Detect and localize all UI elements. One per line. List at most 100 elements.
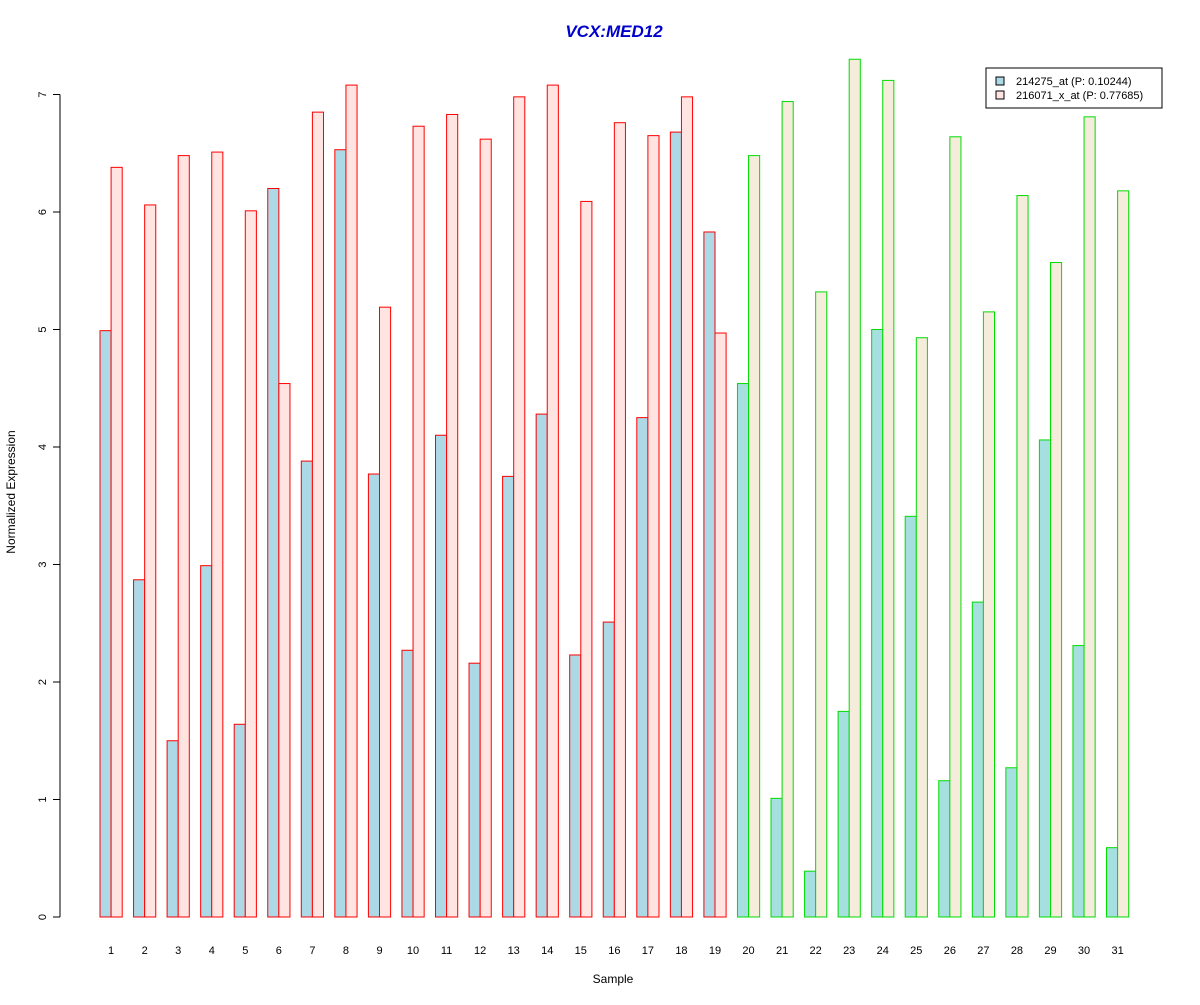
y-tick-label: 4 — [37, 444, 49, 450]
x-tick-label: 1 — [108, 945, 114, 957]
x-tick-label: 9 — [376, 945, 382, 957]
bar-sample-20-series-1 — [736, 383, 750, 918]
legend-box — [985, 67, 1163, 109]
x-tick-label: 21 — [776, 945, 788, 957]
bar-sample-26-series-2 — [949, 136, 962, 918]
bar-sample-17-series-2 — [647, 135, 660, 918]
bar-sample-27-series-2 — [982, 311, 996, 918]
bar-sample-21-series-1 — [770, 797, 783, 918]
bar-sample-23-series-2 — [848, 58, 861, 918]
bar-sample-4-series-1 — [200, 565, 213, 918]
bar-sample-17-series-1 — [636, 417, 649, 918]
x-tick-label: 3 — [175, 945, 181, 957]
bar-sample-30-series-2 — [1083, 116, 1096, 918]
bar-sample-8-series-1 — [334, 149, 347, 918]
bar-sample-19-series-2 — [714, 332, 727, 918]
x-tick-label: 18 — [675, 945, 687, 957]
bar-sample-15-series-1 — [569, 654, 582, 918]
bar-sample-31-series-1 — [1106, 847, 1119, 918]
bar-sample-4-series-2 — [211, 151, 224, 918]
bar-sample-7-series-1 — [300, 460, 313, 918]
bar-sample-6-series-1 — [267, 188, 280, 918]
bar-sample-3-series-2 — [177, 155, 190, 918]
x-tick-label: 19 — [709, 945, 721, 957]
x-tick-label: 27 — [977, 945, 989, 957]
bar-sample-22-series-2 — [815, 291, 828, 918]
bar-sample-18-series-1 — [669, 131, 682, 918]
bar-sample-19-series-1 — [703, 231, 716, 918]
bar-sample-10-series-2 — [412, 125, 425, 918]
x-tick-label: 10 — [407, 945, 419, 957]
bar-sample-26-series-1 — [938, 780, 951, 918]
bar-sample-16-series-2 — [613, 122, 626, 918]
x-tick-label: 22 — [810, 945, 822, 957]
bar-sample-30-series-1 — [1072, 645, 1085, 918]
y-tick-label: 2 — [37, 679, 49, 685]
x-tick-label: 30 — [1078, 945, 1090, 957]
bar-sample-18-series-2 — [680, 96, 694, 918]
bar-sample-25-series-1 — [904, 515, 917, 918]
legend-swatch-1 — [995, 76, 1005, 86]
x-tick-label: 5 — [242, 945, 248, 957]
y-tick-label: 0 — [37, 914, 49, 920]
bar-sample-22-series-1 — [804, 870, 817, 918]
bar-sample-28-series-1 — [1005, 767, 1018, 918]
bar-sample-29-series-2 — [1050, 262, 1063, 918]
x-tick-label: 11 — [441, 945, 452, 957]
bar-sample-20-series-2 — [748, 155, 761, 918]
legend-label-2: 216071_x_at (P: 0.77685) — [1016, 90, 1143, 102]
y-axis: 0 1 2 3 4 5 6 7 — [37, 91, 61, 920]
bar-sample-21-series-2 — [781, 101, 794, 918]
bar-sample-10-series-1 — [401, 649, 414, 918]
bar-sample-8-series-2 — [345, 84, 358, 918]
bar-sample-9-series-1 — [367, 473, 380, 918]
y-axis-title: Normalized Expression — [4, 430, 18, 553]
bar-sample-16-series-1 — [602, 621, 615, 918]
x-tick-label: 6 — [276, 945, 282, 957]
legend-swatch-2 — [995, 90, 1005, 100]
y-tick-label: 3 — [37, 561, 49, 567]
bar-sample-12-series-2 — [479, 138, 492, 918]
bar-sample-5-series-1 — [233, 723, 246, 918]
y-tick-label: 7 — [37, 91, 49, 97]
x-tick-label: 12 — [474, 945, 486, 957]
x-axis-title: Sample — [593, 972, 634, 986]
bar-sample-6-series-2 — [278, 383, 291, 918]
bars — [99, 58, 1130, 918]
x-tick-label: 28 — [1011, 945, 1023, 957]
bar-sample-1-series-2 — [110, 166, 123, 918]
x-tick-label: 8 — [343, 945, 349, 957]
x-tick-label: 2 — [142, 945, 148, 957]
y-tick-label: 1 — [37, 796, 49, 802]
bar-sample-7-series-2 — [311, 111, 324, 918]
x-tick-label: 31 — [1111, 945, 1123, 957]
x-tick-label: 4 — [209, 945, 215, 957]
x-tick-labels: 1 2 3 4 5 6 7 8 9 10 11 12 13 14 15 16 17 18 19 20 21 22 23 24 2… — [108, 945, 1124, 957]
bar-sample-31-series-2 — [1117, 190, 1130, 918]
bar-sample-29-series-1 — [1038, 439, 1052, 918]
x-tick-label: 17 — [642, 945, 654, 957]
bar-sample-3-series-1 — [166, 740, 179, 918]
bar-sample-28-series-2 — [1016, 195, 1029, 918]
bar-sample-1-series-1 — [99, 330, 112, 918]
x-tick-label: 15 — [575, 945, 587, 957]
x-tick-label: 13 — [508, 945, 520, 957]
x-tick-label: 26 — [944, 945, 956, 957]
y-tick-label: 5 — [37, 326, 49, 332]
bar-sample-27-series-1 — [971, 601, 984, 918]
x-tick-label: 23 — [843, 945, 855, 957]
legend: 214275_at (P: 0.10244) 216071_x_at (P: 0… — [985, 67, 1163, 109]
bar-sample-14-series-2 — [546, 84, 559, 918]
bar-sample-15-series-2 — [580, 200, 593, 918]
x-tick-label: 20 — [742, 945, 754, 957]
x-tick-label: 24 — [877, 945, 889, 957]
x-tick-label: 29 — [1044, 945, 1056, 957]
bar-sample-25-series-2 — [915, 337, 928, 918]
bar-sample-12-series-1 — [468, 662, 481, 918]
x-tick-label: 14 — [541, 945, 553, 957]
bar-sample-11-series-1 — [435, 434, 448, 918]
bar-sample-9-series-2 — [379, 306, 392, 918]
bar-sample-5-series-2 — [244, 210, 257, 918]
